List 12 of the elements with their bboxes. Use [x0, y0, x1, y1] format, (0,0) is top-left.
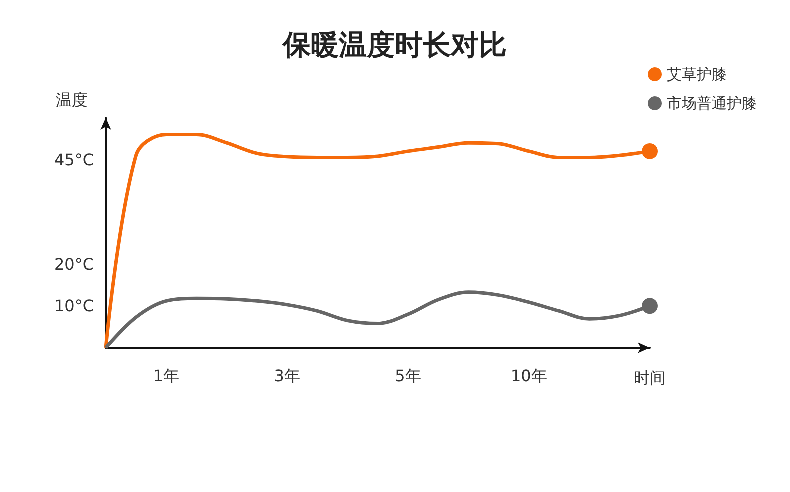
x-axis-title: 时间: [634, 368, 666, 388]
chart-title: 保暖温度时长对比: [282, 28, 507, 62]
y-tick-label: 10°C: [54, 296, 94, 316]
y-axis-title: 温度: [56, 90, 88, 110]
x-tick-label: 1年: [153, 366, 180, 386]
x-tick-label: 5年: [395, 366, 422, 386]
x-tick-label: 3年: [274, 366, 300, 386]
y-tick-label: 20°C: [54, 254, 94, 274]
x-tick-label: 10年: [510, 366, 548, 386]
legend-label: 市场普通护膝: [667, 94, 757, 112]
y-tick-label: 45°C: [54, 150, 94, 170]
legend-label: 艾草护膝: [667, 66, 727, 84]
